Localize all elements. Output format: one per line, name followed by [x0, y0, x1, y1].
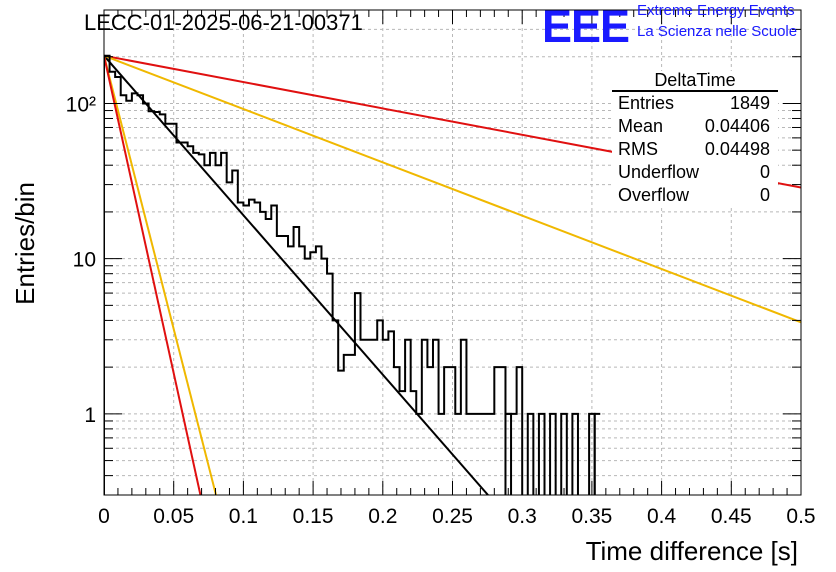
x-axis-label: Time difference [s] [586, 536, 798, 566]
stats-value: 0 [759, 185, 770, 205]
histogram-bin [526, 412, 535, 495]
histogram-bin [537, 412, 546, 495]
stats-value: 0 [759, 162, 770, 182]
histogram [104, 54, 601, 495]
x-tick-label: 0.25 [432, 505, 473, 528]
fit-line [104, 55, 202, 495]
y-tick-label: 10 [73, 249, 96, 272]
axis-ticks [103, 9, 802, 496]
x-tick-label: 0.3 [508, 505, 537, 528]
stats-row-rms: RMS 0.04498 [618, 139, 770, 161]
x-tick-label: 0.4 [647, 505, 677, 528]
y-tick-label: 1 [84, 404, 96, 427]
histogram-bin [549, 412, 557, 495]
fit-line [104, 54, 801, 324]
histogram-bin [571, 412, 579, 495]
stats-label: Underflow [618, 162, 700, 182]
histogram-outline [104, 54, 601, 495]
stats-row-underflow: Underflow 0 [618, 162, 770, 184]
logo-text-line2: La Scienza nelle Scuole [637, 23, 798, 40]
x-tick-label: 0.5 [786, 505, 815, 528]
x-tick-label: 0.45 [711, 505, 752, 528]
eee-logo: EEE [542, 1, 630, 52]
plot-title: LECC-01-2025-06-21-00371 [84, 10, 363, 35]
y-tick-label: 10² [66, 93, 96, 116]
stats-box: DeltaTime Entries 1849 Mean 0.04406 RMS … [612, 70, 778, 207]
x-tick-label: 0 [98, 505, 110, 528]
x-tick-label: 0.15 [293, 505, 334, 528]
histogram-bin [504, 412, 513, 495]
logo-text-line1: Extreme Energy Events [637, 2, 795, 19]
stats-value: 0.04498 [704, 139, 770, 159]
stats-row-overflow: Overflow 0 [618, 185, 770, 207]
stats-value: 0.04406 [704, 116, 770, 136]
stats-label: Entries [618, 93, 675, 113]
x-tick-label: 0.35 [571, 505, 612, 528]
stats-divider [612, 90, 778, 92]
histogram-bin [588, 412, 596, 495]
stats-value: 1849 [729, 93, 770, 113]
x-tick-label: 0.05 [153, 505, 194, 528]
fit-line [104, 55, 217, 495]
stats-label: Overflow [618, 185, 690, 205]
tick-labels: 0 0.05 0.1 0.15 0.2 0.25 0.3 0.35 0.4 0.45 0.5 1 10 1… [66, 93, 816, 528]
fit-line [104, 55, 489, 495]
histogram-bin [560, 412, 568, 495]
stats-title: DeltaTime [654, 70, 736, 90]
stats-row-mean: Mean 0.04406 [618, 116, 770, 138]
stats-row-entries: Entries 1849 [618, 93, 770, 115]
x-tick-label: 0.2 [368, 505, 397, 528]
y-axis-label: Entries/bin [10, 182, 40, 305]
stats-label: RMS [618, 139, 658, 159]
x-tick-label: 0.1 [229, 505, 258, 528]
stats-label: Mean [618, 116, 664, 136]
